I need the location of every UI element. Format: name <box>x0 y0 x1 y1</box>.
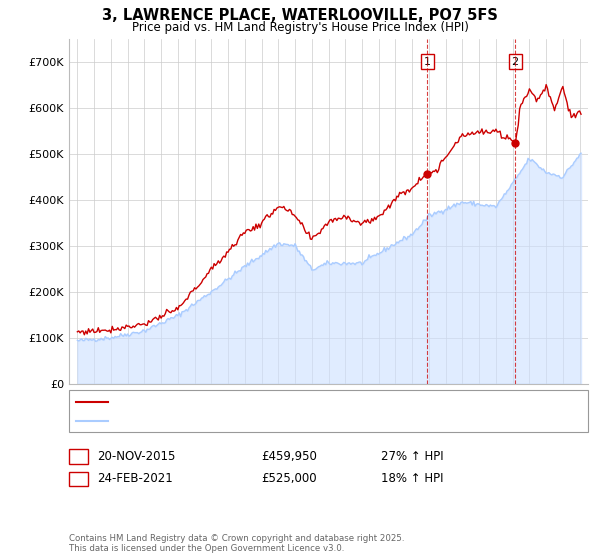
Text: 18% ↑ HPI: 18% ↑ HPI <box>381 472 443 486</box>
Text: 1: 1 <box>75 450 82 463</box>
Text: £525,000: £525,000 <box>261 472 317 486</box>
Text: 27% ↑ HPI: 27% ↑ HPI <box>381 450 443 463</box>
Text: Price paid vs. HM Land Registry's House Price Index (HPI): Price paid vs. HM Land Registry's House … <box>131 21 469 34</box>
Text: 24-FEB-2021: 24-FEB-2021 <box>97 472 173 486</box>
Text: HPI: Average price, detached house, Havant: HPI: Average price, detached house, Hava… <box>114 416 344 426</box>
Text: 1: 1 <box>424 57 431 67</box>
Text: 20-NOV-2015: 20-NOV-2015 <box>97 450 176 463</box>
Text: 2: 2 <box>75 472 82 486</box>
Text: 3, LAWRENCE PLACE, WATERLOOVILLE, PO7 5FS: 3, LAWRENCE PLACE, WATERLOOVILLE, PO7 5F… <box>102 8 498 24</box>
Text: £459,950: £459,950 <box>261 450 317 463</box>
Text: Contains HM Land Registry data © Crown copyright and database right 2025.
This d: Contains HM Land Registry data © Crown c… <box>69 534 404 553</box>
Text: 2: 2 <box>512 57 519 67</box>
Text: 3, LAWRENCE PLACE, WATERLOOVILLE, PO7 5FS (detached house): 3, LAWRENCE PLACE, WATERLOOVILLE, PO7 5F… <box>114 397 459 407</box>
